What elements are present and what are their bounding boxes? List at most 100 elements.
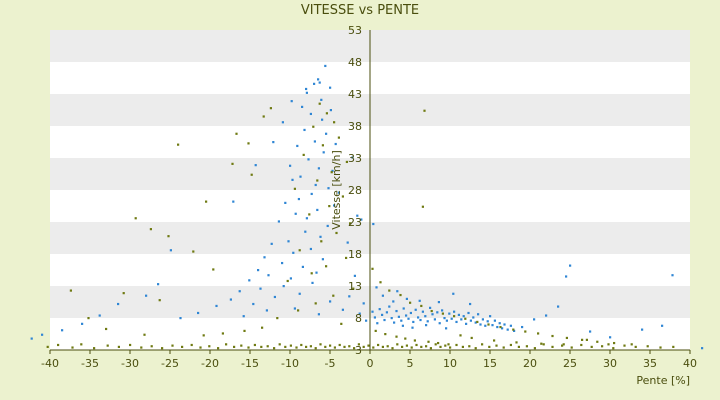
data-point-blue [479,323,482,326]
data-point-blue [419,318,422,322]
data-point-olive [429,347,432,350]
data-point-olive [517,345,520,348]
data-point-olive [69,289,72,292]
data-point-olive [117,345,120,348]
data-point-blue [460,318,463,321]
x-axis-title: Pente [%] [636,374,690,387]
data-point-blue [496,325,499,329]
data-point-blue [401,324,404,327]
data-point-olive [231,162,234,165]
data-point-blue [265,309,268,312]
x-tick-label: 5 [407,357,414,370]
data-point-blue [501,327,504,330]
data-point-blue [412,320,415,324]
data-point-olive [613,341,616,345]
data-point-blue [431,313,434,316]
y-tick-label: 53 [348,24,362,37]
data-point-blue [41,333,44,336]
data-point-olive [405,344,408,347]
data-point-olive [423,109,426,112]
data-point-blue [298,292,301,295]
x-tick-label: 15 [483,357,497,370]
data-point-blue [388,305,391,308]
data-point-olive [348,345,351,348]
data-point-olive [381,345,384,348]
data-point-olive [367,344,370,347]
data-point-olive [372,346,375,349]
chart-title: VITESSE vs PENTE [301,3,419,18]
data-point-blue [179,317,182,320]
y-tick-label: 8 [355,312,362,325]
data-point-olive [312,125,315,128]
x-tick-label: -5 [325,357,336,370]
data-point-olive [537,332,540,335]
x-tick-label: 25 [563,357,577,370]
data-point-olive [533,347,536,350]
data-point-olive [399,293,402,297]
data-point-blue [373,316,376,319]
data-point-blue [30,337,33,340]
data-point-olive [192,250,195,253]
data-point-olive [225,343,228,346]
data-point-blue [267,274,270,277]
data-point-blue [493,319,496,322]
data-point-olive [177,143,180,146]
y-tick-label: 13 [348,280,362,293]
data-point-blue [414,308,417,311]
data-point-olive [374,329,377,332]
data-point-blue [397,315,400,318]
data-point-blue [322,151,325,154]
data-point-olive [295,346,298,349]
data-point-blue [329,86,332,89]
data-point-blue [346,241,349,244]
data-point-blue [304,230,307,233]
data-point-blue [390,317,393,320]
data-point-blue [509,324,512,327]
data-point-olive [441,312,444,315]
data-point-blue [405,314,408,317]
data-point-olive [319,343,322,346]
data-point-blue [326,224,329,228]
data-point-blue [462,315,465,318]
data-point-blue [362,302,365,305]
x-tick-label: 20 [523,357,537,370]
data-point-olive [278,343,281,346]
data-point-blue [309,112,312,116]
data-point-blue [393,321,396,324]
data-point-olive [212,268,215,271]
data-point-blue [257,269,260,272]
data-point-blue [421,310,424,313]
data-point-blue [317,313,320,316]
data-point-olive [314,302,317,305]
data-point-blue [281,121,284,124]
data-point-olive [379,281,382,284]
data-point-blue [291,178,294,181]
data-point-olive [329,344,332,347]
data-point-blue [117,302,120,306]
data-point-blue [396,290,399,293]
data-point-olive [634,345,637,348]
data-point-olive [314,347,317,350]
data-point-olive [581,338,584,341]
data-point-blue [310,192,313,196]
data-point-blue [365,319,368,322]
data-point-blue [469,302,472,306]
data-point-olive [247,142,250,145]
data-point-olive [321,144,324,147]
data-point-blue [252,302,255,306]
data-point-blue [429,306,432,309]
data-point-olive [420,304,423,308]
data-point-olive [487,323,490,326]
data-point-olive [332,294,335,297]
data-point-blue [437,301,440,304]
data-point-blue [569,264,572,267]
data-point-blue [474,321,477,324]
data-point-blue [484,324,487,327]
data-point-blue [701,347,704,350]
data-point-blue [297,197,300,201]
data-point-olive [391,347,394,350]
y-tick-label: 38 [348,120,362,133]
data-points [30,64,704,350]
data-point-olive [289,344,292,347]
